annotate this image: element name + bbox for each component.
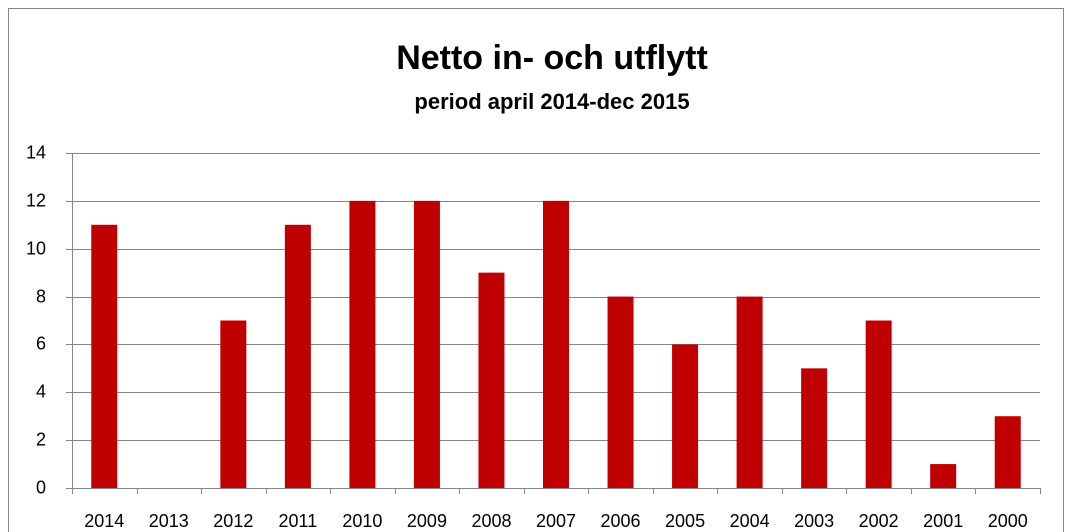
x-tick-label: 2013 (149, 511, 189, 531)
bar (220, 320, 247, 488)
bar (672, 344, 699, 488)
bar (349, 200, 376, 488)
y-tick-label: 0 (36, 477, 46, 497)
chart-title: Netto in- och utflytt (396, 39, 708, 77)
y-tick-label: 6 (36, 333, 46, 353)
chart-subtitle: period april 2014-dec 2015 (414, 89, 689, 114)
x-tick-label: 2002 (859, 511, 899, 531)
x-tick-label: 2005 (665, 511, 705, 531)
x-tick-label: 2008 (471, 511, 511, 531)
x-tick-label: 2000 (988, 511, 1028, 531)
x-tick-label: 2012 (213, 511, 253, 531)
y-tick-label: 2 (36, 429, 46, 449)
y-tick-label: 8 (36, 286, 46, 306)
x-tick-label: 2007 (536, 511, 576, 531)
bar (91, 224, 118, 489)
x-tick-label: 2011 (279, 511, 318, 531)
x-tick-label: 2003 (794, 511, 834, 531)
bar (607, 296, 634, 488)
x-tick-label: 2014 (84, 511, 124, 531)
x-tick-label: 2001 (923, 511, 963, 531)
bar (478, 272, 505, 488)
x-tick-label: 2010 (342, 511, 382, 531)
bar (801, 368, 828, 488)
bar (994, 416, 1021, 488)
y-tick-label: 12 (26, 190, 46, 210)
x-tick-label: 2006 (601, 511, 641, 531)
bar (543, 200, 569, 488)
x-tick-label: 2009 (407, 511, 447, 531)
chart-border (8, 8, 1064, 532)
bar (284, 224, 311, 489)
x-tick-label: 2004 (730, 511, 770, 531)
y-tick-label: 10 (26, 238, 46, 258)
bar (413, 200, 440, 488)
y-tick-label: 4 (36, 381, 46, 401)
bar (865, 320, 892, 488)
bar (930, 464, 957, 488)
y-tick-label: 14 (26, 142, 46, 162)
bar (736, 296, 763, 488)
